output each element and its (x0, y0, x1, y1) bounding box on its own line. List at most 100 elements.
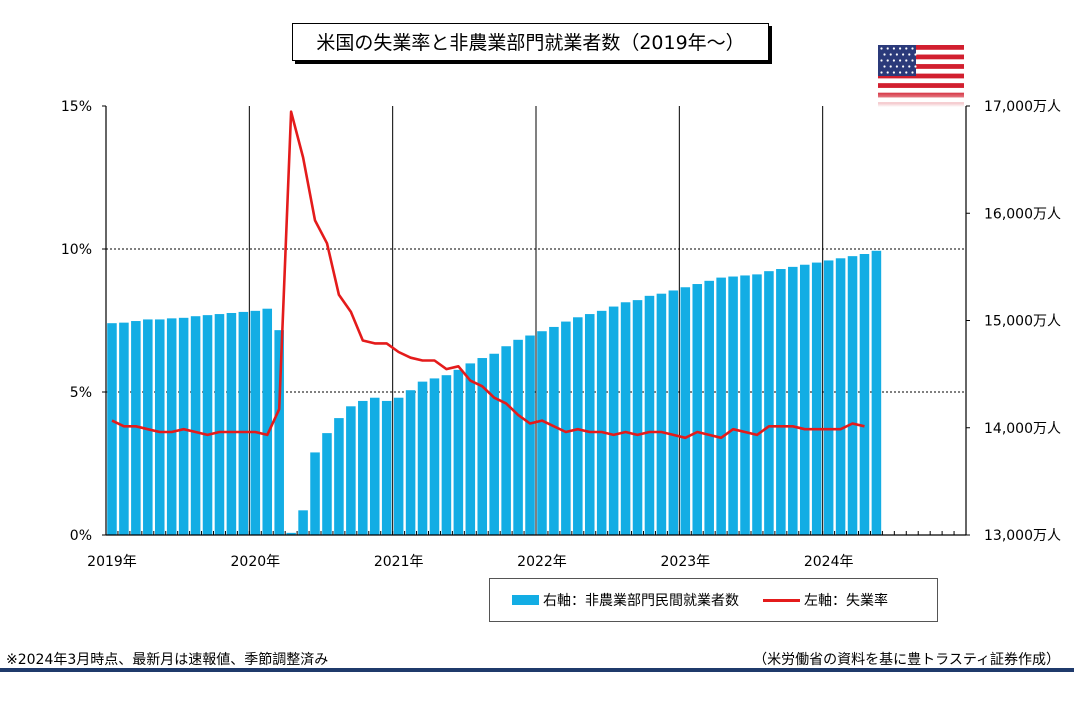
bar (417, 381, 428, 535)
bar (656, 293, 667, 535)
flag-star (902, 53, 905, 56)
bar (537, 331, 547, 535)
bar (441, 375, 452, 535)
bar (154, 319, 165, 535)
bar (632, 300, 643, 535)
bar (716, 277, 726, 535)
bar (740, 275, 750, 535)
flag-star (892, 47, 895, 50)
bar (405, 390, 416, 535)
flag-star (914, 53, 917, 56)
bar (238, 311, 249, 535)
bar (143, 319, 153, 535)
x-tick-label: 2019年 (87, 554, 137, 570)
legend-item-line: 左軸：失業率 (763, 590, 888, 610)
flag-star (908, 53, 911, 56)
bar (226, 312, 237, 535)
bar (620, 302, 631, 535)
bar-series (107, 250, 882, 535)
right-tick-label: 14,000万人 (984, 421, 1061, 437)
bar (262, 308, 273, 535)
bar (859, 254, 870, 535)
flag-stripe (878, 45, 964, 50)
flag-star (880, 59, 883, 62)
bar (358, 400, 368, 535)
flag-star (892, 59, 895, 62)
bar (465, 363, 476, 535)
bar (728, 276, 738, 535)
bar (788, 266, 798, 535)
bar (286, 532, 296, 535)
legend: 右軸：非農業部門民間就業者数 左軸：失業率 (489, 578, 938, 622)
bar (584, 314, 595, 535)
bar (214, 314, 225, 535)
flag-stripe (878, 54, 964, 60)
x-tick-label: 2024年 (804, 554, 854, 570)
legend-swatch-line (763, 598, 800, 602)
bar (525, 335, 535, 535)
flag-star (908, 65, 911, 68)
flag-star (880, 71, 883, 74)
bar (119, 322, 129, 535)
bar (453, 369, 464, 535)
bar (131, 321, 141, 535)
flag-star (899, 59, 902, 62)
bar (310, 452, 320, 535)
footnote-source: （米労働省の資料を基に豊トラスティ証券作成） (753, 652, 1060, 668)
bar (596, 310, 607, 535)
bar (776, 269, 786, 535)
flag-star (889, 53, 892, 56)
right-tick-label: 17,000万人 (984, 99, 1061, 115)
flag-stripe (878, 83, 964, 88)
left-axis-ticks: 0% 5% 10% 15% (61, 99, 92, 544)
flag-star (883, 53, 886, 56)
flag-star (911, 71, 914, 74)
bar (692, 284, 703, 535)
left-tick-label: 10% (61, 242, 92, 258)
flag-star (914, 65, 917, 68)
bar (764, 271, 774, 535)
bar (274, 330, 284, 535)
bar (178, 317, 189, 535)
bar (871, 250, 882, 535)
bar (549, 326, 559, 535)
bar (799, 264, 810, 535)
flag-star (899, 47, 902, 50)
x-tick-label: 2023年 (661, 554, 711, 570)
x-tick-label: 2020年 (231, 554, 281, 570)
x-axis-ticks: 2019年 2020年 2021年 2022年 2023年 2024年 (87, 554, 853, 570)
left-tick-label: 0% (70, 528, 92, 544)
flag-star (899, 71, 902, 74)
flag-stripe (878, 73, 964, 79)
bar (346, 406, 356, 535)
bar (322, 433, 332, 535)
right-tick-label: 15,000万人 (984, 314, 1061, 330)
bar (381, 400, 392, 535)
flag-star (886, 47, 889, 50)
flag-star (905, 59, 908, 62)
axes (102, 105, 970, 536)
chart-title: 米国の失業率と非農業部門就業者数（2019年〜） (292, 23, 769, 61)
footer-rule (0, 668, 1074, 672)
bar (190, 316, 201, 535)
flag-star (883, 65, 886, 68)
us-flag-icon (878, 45, 964, 107)
legend-label-bar: 右軸：非農業部門民間就業者数 (543, 593, 739, 609)
bar (393, 397, 404, 535)
flag-star (911, 47, 914, 50)
bar (704, 280, 714, 535)
bar (752, 274, 762, 535)
unemployment-line (111, 110, 865, 440)
bar (823, 260, 834, 535)
bar (477, 358, 488, 535)
footnote-note: ※2024年3月時点、最新月は速報値、季節調整済み (6, 652, 329, 668)
flag-star (886, 59, 889, 62)
flag-star (895, 53, 898, 56)
left-tick-label: 5% (70, 385, 92, 401)
bar (202, 315, 213, 535)
flag-star (905, 71, 908, 74)
bar (847, 256, 858, 535)
bar (489, 353, 499, 535)
bar (334, 418, 344, 535)
